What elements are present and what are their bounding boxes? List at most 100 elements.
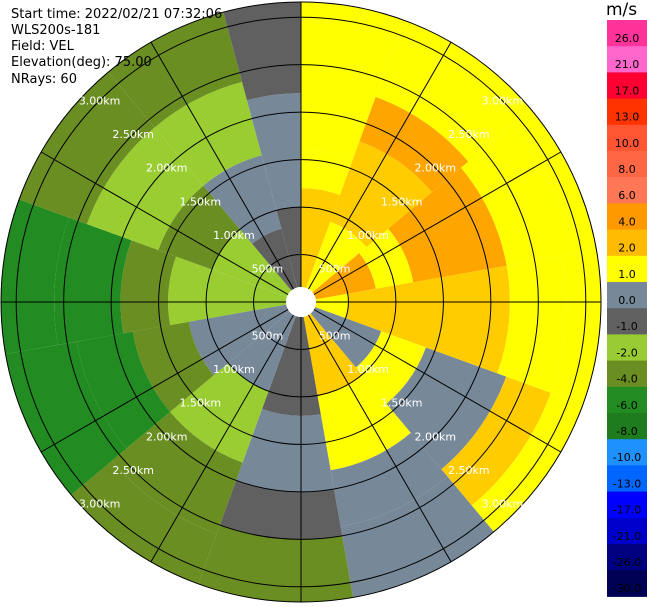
velocity-cell <box>340 476 494 598</box>
colorbar-swatch <box>607 124 647 152</box>
range-ring-label: 1.00km <box>213 229 255 242</box>
azimuth-spoke <box>40 151 302 303</box>
colorbar-swatch <box>607 570 647 597</box>
velocity-cell <box>120 240 177 334</box>
colorbar-tick-label: 13.0 <box>615 111 640 124</box>
range-ring-label: 3.00km <box>482 95 524 108</box>
colorbar-swatch <box>607 439 647 466</box>
colorbar-tick-label: -6.0 <box>616 399 637 412</box>
velocity-cell <box>262 316 321 416</box>
azimuth-spoke <box>150 301 302 563</box>
range-ring-label: 1.00km <box>347 229 389 242</box>
colorbar-swatch <box>607 360 647 388</box>
range-ring-label: 2.00km <box>146 162 188 175</box>
colorbar-tick-label: -21.0 <box>613 530 641 543</box>
range-ring-label: 2.00km <box>414 162 456 175</box>
colorbar-swatch <box>607 72 647 100</box>
velocity-cell <box>223 2 301 101</box>
range-ring-label: 3.00km <box>482 497 524 510</box>
elevation-label: Elevation(deg): 75.00 <box>11 55 152 70</box>
colorbar-tick-label: -30.0 <box>613 582 641 595</box>
velocity-cell <box>170 363 269 463</box>
velocity-cell <box>330 432 448 527</box>
velocity-cell <box>154 81 262 186</box>
range-ring-label: 500m <box>319 330 351 343</box>
velocity-cell <box>460 125 573 266</box>
field-label: Field: VEL <box>11 39 74 54</box>
range-ring-label: 3.00km <box>79 95 121 108</box>
velocity-cell <box>76 331 171 449</box>
velocity-cell <box>168 256 287 326</box>
velocity-cell <box>198 525 354 602</box>
range-ring-label: 500m <box>252 330 284 343</box>
velocity-cell <box>306 221 367 293</box>
velocity-cell <box>301 188 340 288</box>
colorbar-swatch <box>607 282 647 309</box>
colorbar-swatch <box>607 544 647 571</box>
velocity-cell <box>441 376 551 506</box>
azimuth-spoke <box>300 301 452 563</box>
velocity-cell <box>71 460 217 584</box>
azimuth-spokes <box>1 2 601 602</box>
range-ring-labels: 500m 500m 500m 500m 1.00km 1.00km 1.00km 1.00km… <box>79 95 523 511</box>
colorbar-tick-label: 1.0 <box>618 268 636 281</box>
velocity-cell <box>345 265 510 374</box>
colorbar-swatch <box>607 386 647 414</box>
velocity-cell <box>497 255 567 393</box>
velocity-cell <box>228 311 296 392</box>
velocity-cell <box>303 313 363 396</box>
center-blank <box>286 287 316 317</box>
colorbar-tick-label: -17.0 <box>613 504 641 517</box>
colorbar-tick-label: -1.0 <box>616 320 637 333</box>
colorbar-tick-label: 10.0 <box>615 137 640 150</box>
colorbar-swatch <box>607 517 647 545</box>
range-ring-label: 1.00km <box>213 363 255 376</box>
colorbar-tick-label: 0.0 <box>618 294 636 307</box>
velocity-cell <box>312 253 376 300</box>
colorbar-swatch <box>607 255 647 283</box>
colorbar-swatch <box>607 98 647 126</box>
azimuth-spoke <box>40 301 302 453</box>
colorbar-tick-label: 4.0 <box>618 215 636 228</box>
colorbar-tick-label: -2.0 <box>616 346 637 359</box>
velocity-cell <box>236 409 334 492</box>
range-ring-label: 2.00km <box>146 430 188 443</box>
velocity-cell <box>276 207 301 288</box>
range-ring-label: 1.50km <box>180 397 222 410</box>
range-ring-label: 500m <box>252 262 284 275</box>
colorbar-tick-label: -13.0 <box>613 477 641 490</box>
colorbar-tick-label: -26.0 <box>613 556 641 569</box>
colorbar-tick-label: -10.0 <box>613 451 641 464</box>
colorbar-swatch <box>607 334 647 362</box>
velocity-cell <box>330 141 432 248</box>
colorbar-swatch <box>607 229 647 257</box>
colorbar-tick-label: 17.0 <box>615 84 640 97</box>
azimuth-spoke <box>300 151 562 303</box>
velocity-cell <box>386 347 507 470</box>
range-ring-label: 500m <box>319 262 351 275</box>
velocity-cell <box>315 293 349 319</box>
range-ring-label: 2.00km <box>414 430 456 443</box>
colorbar-tick-label: -8.0 <box>616 425 637 438</box>
colorbar-swatch <box>607 46 647 73</box>
colorbar-unit: m/s <box>606 0 638 20</box>
velocity-cell <box>211 229 292 297</box>
colorbar-tick-label: 8.0 <box>618 163 636 176</box>
colorbar-tick-label: -4.0 <box>616 373 637 386</box>
velocity-cell <box>19 72 155 225</box>
start-time-label: Start time: 2022/02/21 07:32:06 <box>11 7 223 22</box>
velocity-cell <box>0 199 70 355</box>
colorbar-swatch <box>607 491 647 519</box>
velocity-cell <box>86 127 204 251</box>
colorbar-tick-label: 6.0 <box>618 189 636 202</box>
velocity-cell <box>301 150 353 195</box>
velocity-cell <box>188 304 290 376</box>
velocity-cell <box>246 93 301 211</box>
velocity-cell <box>219 480 343 540</box>
range-ring-label: 2.50km <box>448 464 490 477</box>
velocity-cell <box>158 185 240 270</box>
azimuth-spoke <box>150 41 302 303</box>
colorbar-tick-label: 21.0 <box>615 58 640 71</box>
velocity-cell <box>301 2 404 160</box>
colorbar-tick-label: 2.0 <box>618 242 636 255</box>
